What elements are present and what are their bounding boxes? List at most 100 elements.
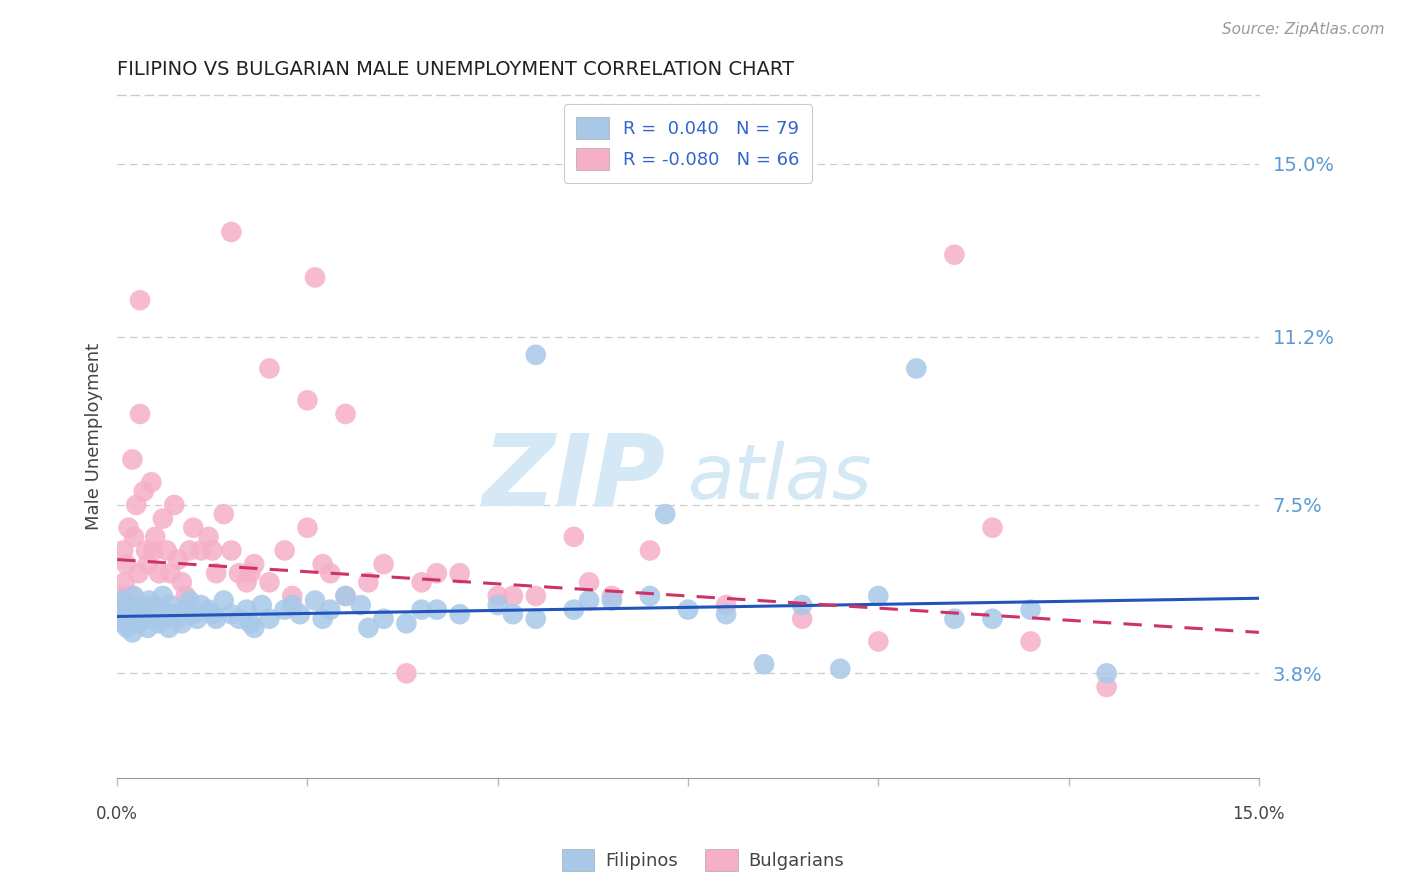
- Point: [110, 602, 132, 616]
- Point: [868, 634, 890, 648]
- Point: [135, 602, 157, 616]
- Point: [201, 543, 224, 558]
- Point: [486, 589, 509, 603]
- Point: [111, 612, 134, 626]
- Point: [205, 566, 228, 581]
- Point: [259, 361, 281, 376]
- Point: [235, 575, 257, 590]
- Point: [152, 511, 174, 525]
- Point: [163, 498, 186, 512]
- Point: [411, 575, 433, 590]
- Point: [190, 543, 212, 558]
- Point: [600, 589, 623, 603]
- Point: [181, 521, 204, 535]
- Point: [120, 589, 142, 603]
- Point: [159, 566, 181, 581]
- Point: [638, 543, 661, 558]
- Point: [638, 589, 661, 603]
- Point: [170, 616, 193, 631]
- Point: [312, 557, 335, 571]
- Point: [524, 612, 547, 626]
- Point: [235, 602, 257, 616]
- Point: [128, 566, 150, 581]
- Point: [395, 616, 418, 631]
- Point: [600, 593, 623, 607]
- Point: [115, 557, 138, 571]
- Point: [335, 589, 357, 603]
- Point: [426, 602, 449, 616]
- Point: [411, 602, 433, 616]
- Point: [114, 607, 136, 622]
- Point: [186, 612, 208, 626]
- Point: [129, 293, 152, 308]
- Point: [868, 589, 890, 603]
- Point: [132, 484, 155, 499]
- Point: [156, 612, 179, 626]
- Point: [502, 589, 524, 603]
- Point: [228, 566, 250, 581]
- Point: [312, 612, 335, 626]
- Point: [335, 407, 357, 421]
- Point: [297, 393, 319, 408]
- Point: [259, 612, 281, 626]
- Point: [357, 575, 380, 590]
- Point: [395, 666, 418, 681]
- Point: [212, 507, 235, 521]
- Point: [562, 602, 585, 616]
- Point: [128, 616, 150, 631]
- Text: 15.0%: 15.0%: [1233, 805, 1285, 823]
- Point: [486, 598, 509, 612]
- Point: [250, 598, 273, 612]
- Point: [112, 593, 135, 607]
- Point: [197, 602, 219, 616]
- Point: [135, 543, 157, 558]
- Point: [136, 621, 159, 635]
- Point: [148, 566, 170, 581]
- Point: [141, 475, 163, 490]
- Point: [148, 616, 170, 631]
- Point: [524, 589, 547, 603]
- Point: [174, 602, 197, 616]
- Point: [350, 598, 373, 612]
- Point: [243, 621, 266, 635]
- Point: [319, 602, 342, 616]
- Point: [792, 598, 814, 612]
- Point: [112, 543, 135, 558]
- Point: [112, 616, 135, 631]
- Point: [170, 575, 193, 590]
- Point: [221, 607, 243, 622]
- Point: [181, 607, 204, 622]
- Point: [120, 602, 142, 616]
- Y-axis label: Male Unemployment: Male Unemployment: [86, 343, 103, 530]
- Point: [273, 602, 295, 616]
- Point: [654, 507, 676, 521]
- Point: [129, 598, 152, 612]
- Point: [150, 602, 173, 616]
- Point: [281, 589, 304, 603]
- Point: [578, 593, 600, 607]
- Point: [201, 607, 224, 622]
- Point: [273, 543, 295, 558]
- Point: [319, 566, 342, 581]
- Point: [122, 589, 145, 603]
- Text: 0.0%: 0.0%: [96, 805, 138, 823]
- Point: [676, 602, 699, 616]
- Point: [152, 589, 174, 603]
- Point: [304, 593, 326, 607]
- Point: [156, 543, 179, 558]
- Point: [304, 270, 326, 285]
- Point: [132, 612, 155, 626]
- Point: [578, 575, 600, 590]
- Point: [110, 589, 132, 603]
- Point: [115, 598, 138, 612]
- Point: [502, 607, 524, 622]
- Point: [205, 612, 228, 626]
- Point: [714, 598, 737, 612]
- Point: [752, 657, 775, 672]
- Point: [228, 612, 250, 626]
- Point: [239, 616, 262, 631]
- Point: [125, 498, 148, 512]
- Point: [239, 566, 262, 581]
- Point: [157, 621, 180, 635]
- Point: [121, 452, 143, 467]
